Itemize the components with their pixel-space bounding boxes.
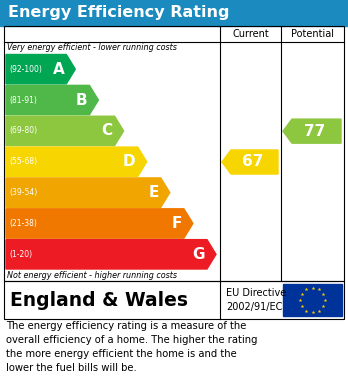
Text: The energy efficiency rating is a measure of the
overall efficiency of a home. T: The energy efficiency rating is a measur…	[6, 321, 258, 373]
Text: Energy Efficiency Rating: Energy Efficiency Rating	[8, 5, 229, 20]
Text: Potential: Potential	[291, 29, 334, 39]
Text: England & Wales: England & Wales	[10, 291, 188, 310]
Polygon shape	[6, 54, 75, 84]
Text: Not energy efficient - higher running costs: Not energy efficient - higher running co…	[7, 271, 177, 280]
Text: E: E	[149, 185, 159, 200]
Polygon shape	[6, 240, 216, 269]
Polygon shape	[6, 116, 124, 145]
Text: B: B	[76, 93, 87, 108]
Text: (21-38): (21-38)	[9, 219, 37, 228]
Polygon shape	[6, 85, 98, 115]
Bar	[0, 0, 348, 26]
Bar	[283, 284, 342, 316]
Text: Very energy efficient - lower running costs: Very energy efficient - lower running co…	[7, 43, 177, 52]
Text: F: F	[172, 216, 182, 231]
Polygon shape	[6, 178, 170, 207]
Text: C: C	[102, 124, 113, 138]
Polygon shape	[6, 209, 193, 238]
Polygon shape	[6, 147, 147, 176]
Text: G: G	[192, 247, 205, 262]
Text: 67: 67	[242, 154, 263, 170]
Text: D: D	[123, 154, 136, 169]
Polygon shape	[283, 119, 341, 143]
Text: (55-68): (55-68)	[9, 157, 37, 166]
Text: (81-91): (81-91)	[9, 95, 37, 104]
Bar	[4, 281, 344, 319]
Text: (1-20): (1-20)	[9, 250, 32, 259]
Text: 77: 77	[304, 124, 325, 139]
Bar	[4, 26, 344, 281]
Polygon shape	[222, 150, 278, 174]
Text: Current: Current	[232, 29, 269, 39]
Text: A: A	[53, 62, 64, 77]
Text: (39-54): (39-54)	[9, 188, 37, 197]
Text: (92-100): (92-100)	[9, 65, 42, 74]
Text: EU Directive
2002/91/EC: EU Directive 2002/91/EC	[226, 289, 286, 312]
Text: (69-80): (69-80)	[9, 126, 37, 135]
